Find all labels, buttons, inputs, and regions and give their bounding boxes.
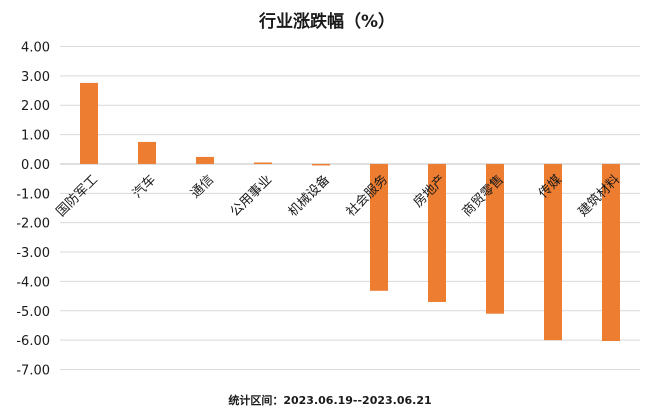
y-tick-label: -2.00	[16, 217, 50, 232]
bar-1	[80, 82, 98, 164]
y-tick-label: -3.00	[16, 246, 50, 261]
y-tick-label: -5.00	[16, 305, 50, 320]
chart-title: 行业涨跌幅（%）	[258, 11, 395, 32]
y-tick-label: -4.00	[16, 275, 50, 290]
bar-9	[544, 163, 562, 341]
bar-6	[370, 163, 388, 291]
category-label: 公用事业	[228, 172, 275, 219]
category-label: 机械设备	[285, 172, 333, 220]
category-label: 国防军工	[53, 172, 101, 220]
bar-2	[138, 141, 156, 164]
y-axis-ticks: 4.00 3.00 2.00 1.00 0.00 -1.00 -2.00 -3.00 -4.00…	[16, 41, 50, 379]
bar-4	[254, 162, 272, 164]
y-tick-label: 1.00	[21, 129, 50, 144]
date-range-footer: 统计区间：2023.06.19--2023.06.21	[228, 393, 431, 407]
y-tick-label: -7.00	[16, 364, 50, 379]
y-tick-label: 4.00	[21, 41, 50, 56]
bar-7	[428, 163, 446, 302]
bar-5	[312, 163, 330, 166]
bar-3	[196, 156, 214, 164]
y-tick-label: 2.00	[21, 99, 50, 114]
category-labels: 国防军工 汽车 通信 公用事业 机械设备 社会服务 房地产 商贸零售 传媒 建筑材料	[53, 172, 623, 220]
y-tick-label: 3.00	[21, 70, 50, 85]
y-tick-label: 0.00	[21, 158, 50, 173]
y-tick-label: -1.00	[16, 187, 50, 202]
bar-10	[602, 163, 620, 342]
bar-8	[486, 163, 504, 314]
category-label: 通信	[188, 172, 217, 201]
bars	[80, 82, 620, 342]
category-label: 汽车	[129, 172, 159, 202]
y-tick-label: -6.00	[16, 334, 50, 349]
